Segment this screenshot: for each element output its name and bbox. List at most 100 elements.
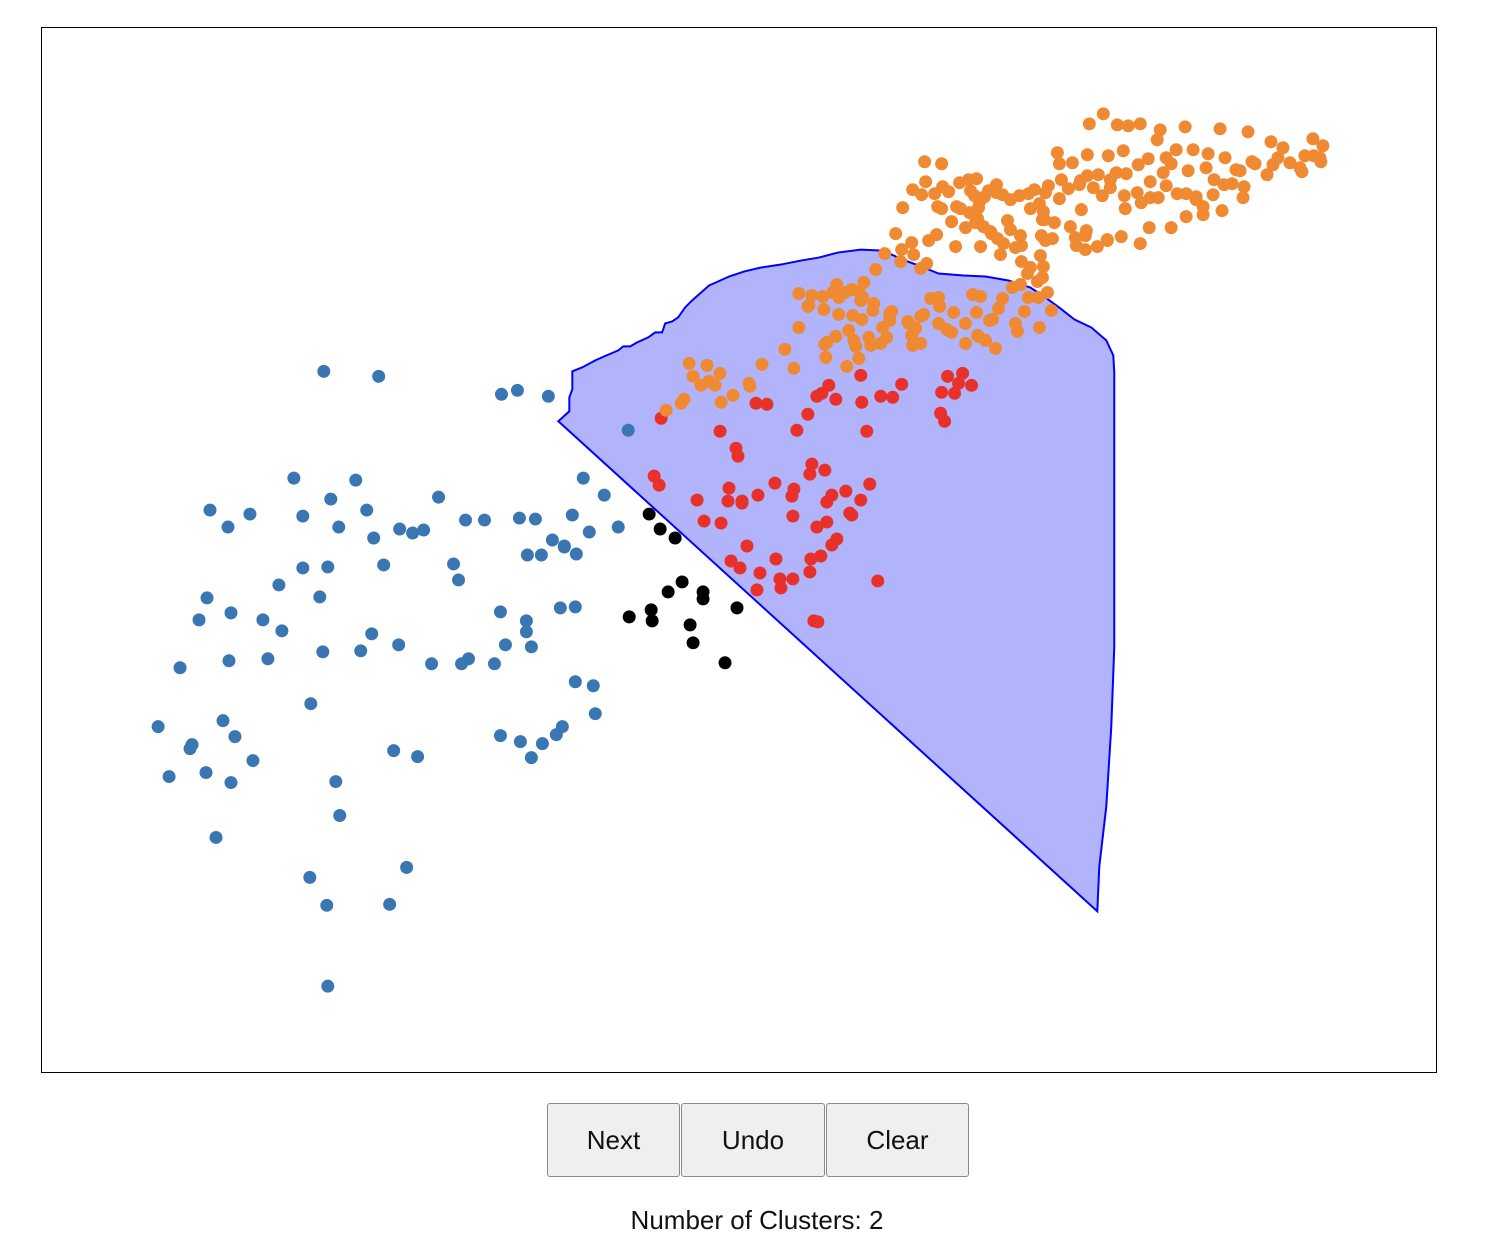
cluster-point-orange — [700, 358, 714, 372]
cluster-point-orange — [1061, 182, 1075, 196]
cluster-point-blue — [569, 547, 583, 561]
cluster-point-blue — [493, 605, 507, 619]
cluster-point-orange — [708, 378, 722, 392]
scatter-canvas[interactable] — [41, 27, 1437, 1073]
next-button[interactable]: Next — [547, 1103, 680, 1177]
cluster-point-orange — [682, 356, 696, 370]
cluster-point-red — [652, 478, 666, 492]
cluster-point-blue — [173, 661, 187, 675]
cluster-point-blue — [478, 513, 491, 527]
cluster-point-orange — [1207, 173, 1221, 187]
cluster-point-red — [839, 484, 853, 498]
cluster-point-blue — [304, 697, 318, 711]
cluster-point-orange — [959, 336, 973, 350]
cluster-point-orange — [1052, 192, 1066, 206]
cluster-point-orange — [978, 190, 992, 204]
cluster-point-red — [810, 520, 824, 534]
undo-button[interactable]: Undo — [681, 1103, 825, 1177]
cluster-point-orange — [852, 351, 866, 365]
cluster-point-blue — [387, 744, 401, 758]
cluster-point-red — [803, 467, 817, 481]
cluster-point-blue — [557, 539, 571, 553]
cluster-point-blue — [243, 507, 257, 521]
cluster-point-blue — [324, 492, 338, 506]
cluster-point-blue — [224, 776, 238, 790]
cluster-point-orange — [1307, 149, 1321, 163]
cluster-point-orange — [1037, 213, 1051, 227]
cluster-point-orange — [659, 403, 673, 417]
cluster-point-orange — [950, 200, 964, 214]
cluster-point-blue — [377, 558, 391, 572]
cluster-point-orange — [1100, 233, 1114, 247]
cluster-point-blue — [487, 657, 501, 671]
unassigned-point — [675, 575, 689, 589]
cluster-point-blue — [185, 738, 199, 752]
cluster-point-red — [690, 493, 704, 507]
unassigned-point — [686, 636, 700, 650]
cluster-point-orange — [894, 255, 908, 269]
cluster-point-orange — [1164, 221, 1178, 235]
cluster-point-orange — [1103, 173, 1117, 187]
cluster-point-orange — [996, 291, 1009, 305]
cluster-point-orange — [854, 293, 868, 307]
cluster-point-blue — [611, 520, 625, 534]
cluster-point-orange — [1179, 210, 1193, 224]
cluster-point-orange — [674, 396, 688, 410]
cluster-point-red — [818, 463, 832, 477]
cluster-point-orange — [1143, 175, 1157, 189]
cluster-point-orange — [874, 336, 888, 350]
cluster-point-orange — [1030, 275, 1044, 289]
cluster-point-orange — [919, 175, 933, 189]
cluster-point-blue — [383, 897, 397, 911]
cluster-point-red — [860, 424, 874, 438]
cluster-point-blue — [275, 624, 289, 638]
cluster-point-red — [811, 615, 825, 629]
cluster-point-orange — [855, 312, 869, 326]
cluster-point-blue — [582, 525, 596, 539]
cluster-point-orange — [1050, 146, 1064, 160]
cluster-point-orange — [1236, 191, 1250, 205]
clear-button[interactable]: Clear — [826, 1103, 969, 1177]
cluster-point-orange — [902, 316, 916, 330]
scatter-plot[interactable] — [42, 28, 1436, 1072]
cluster-point-orange — [889, 227, 903, 241]
cluster-point-orange — [935, 157, 949, 171]
cluster-point-orange — [1121, 119, 1135, 133]
cluster-point-blue — [365, 627, 379, 641]
cluster-point-red — [713, 424, 727, 438]
cluster-point-orange — [778, 342, 792, 356]
cluster-point-red — [804, 552, 818, 566]
cluster-point-orange — [1063, 220, 1077, 234]
cluster-point-orange — [1054, 173, 1068, 187]
cluster-point-orange — [755, 357, 769, 371]
cluster-point-red — [886, 390, 900, 404]
cluster-point-orange — [896, 201, 910, 215]
cluster-point-red — [935, 385, 949, 399]
cluster-point-red — [753, 566, 767, 580]
cluster-point-orange — [743, 379, 757, 393]
lasso-selection-region[interactable] — [556, 248, 1116, 914]
cluster-point-red — [697, 514, 711, 528]
cluster-point-orange — [792, 287, 806, 300]
cluster-point-blue — [400, 860, 414, 874]
cluster-point-blue — [459, 513, 473, 527]
cluster-point-orange — [1283, 156, 1297, 170]
cluster-point-blue — [360, 503, 374, 517]
cluster-point-blue — [296, 509, 310, 523]
cluster-point-blue — [216, 714, 230, 728]
cluster-point-blue — [498, 638, 512, 652]
cluster-point-orange — [1095, 189, 1109, 203]
cluster-point-orange — [1116, 144, 1130, 158]
cluster-point-orange — [1021, 187, 1035, 201]
cluster-point-orange — [895, 243, 909, 257]
cluster-point-orange — [963, 206, 977, 220]
cluster-point-orange — [945, 215, 959, 229]
cluster-point-blue — [555, 720, 569, 734]
cluster-point-orange — [1072, 178, 1086, 192]
cluster-point-red — [952, 376, 966, 390]
cluster-point-orange — [1003, 223, 1017, 237]
cluster-point-blue — [586, 679, 600, 693]
cluster-point-red — [938, 414, 952, 428]
cluster-point-orange — [1010, 324, 1024, 338]
cluster-point-red — [724, 554, 738, 568]
